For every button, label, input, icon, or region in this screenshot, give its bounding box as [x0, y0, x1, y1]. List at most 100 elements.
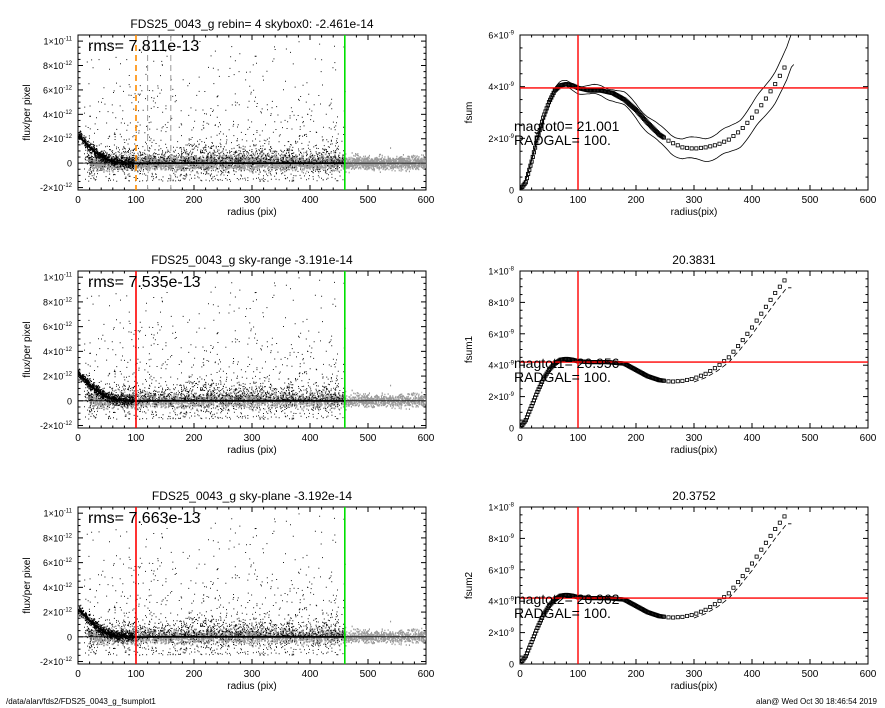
- magtot-label: magtot1= 20.956: [514, 355, 620, 371]
- data-marker: [675, 143, 680, 148]
- data-marker: [689, 146, 694, 151]
- data-marker: [777, 73, 782, 78]
- x-tick-label: 400: [302, 669, 319, 680]
- data-marker: [527, 167, 532, 172]
- data-marker: [740, 574, 745, 579]
- y-tick-label: 1×10-11: [43, 37, 72, 47]
- data-marker: [685, 145, 690, 150]
- y-tick-label: -2×10-12: [40, 183, 73, 193]
- y-axis-label: fsum: [464, 102, 475, 124]
- y-tick-label: 8×10-9: [488, 298, 514, 308]
- scatter-points: [78, 41, 426, 182]
- y-tick-label: 8×10-9: [488, 534, 514, 544]
- x-tick-label: 0: [517, 669, 523, 680]
- data-marker: [680, 614, 685, 619]
- y-tick-label: 4×10-9: [488, 597, 514, 607]
- data-marker: [717, 362, 722, 367]
- x-tick-label: 0: [517, 195, 523, 206]
- data-marker: [754, 554, 759, 559]
- data-marker: [671, 141, 676, 146]
- data-marker: [661, 614, 666, 619]
- data-marker: [533, 145, 538, 150]
- data-marker: [529, 159, 534, 164]
- y-tick-label: 1×10-8: [488, 503, 514, 513]
- y-axis-label: fsum2: [464, 571, 475, 599]
- y-tick-label: 4×10-9: [488, 361, 514, 371]
- magtot-label: magtot2= 20.962: [514, 591, 620, 607]
- data-marker: [722, 139, 727, 144]
- data-marker: [782, 278, 787, 283]
- data-marker: [750, 115, 755, 120]
- model-curve: [693, 287, 792, 383]
- data-marker: [708, 605, 713, 610]
- x-tick-label: 600: [860, 433, 877, 444]
- data-marker: [745, 120, 750, 125]
- x-tick-label: 500: [360, 669, 377, 680]
- data-marker: [537, 128, 542, 133]
- y-tick-label: 8×10-12: [43, 61, 73, 71]
- data-marker: [777, 520, 782, 525]
- data-marker: [666, 379, 671, 384]
- model-curve: [693, 523, 792, 619]
- x-tick-label: 600: [418, 433, 435, 444]
- y-tick-label: 1×10-11: [43, 273, 72, 283]
- x-tick-label: 200: [186, 433, 203, 444]
- data-marker: [524, 176, 530, 181]
- x-axis-label: radius (pix): [227, 445, 276, 456]
- data-marker: [661, 378, 666, 383]
- data-marker: [675, 615, 680, 620]
- chart-p3: 0 100 200 300 400 500 600 0 2×10-9 4×10-9 6×10-9 ra…: [464, 31, 877, 219]
- data-marker: [759, 103, 764, 108]
- footer-timestamp: alan@ Wed Oct 30 18:46:54 2019: [756, 697, 877, 706]
- y-tick-label: -2×10-12: [40, 421, 73, 431]
- chart-title: FDS25_0043_g sky-plane -3.192e-14: [152, 489, 352, 503]
- data-marker: [538, 123, 543, 128]
- y-tick-label: 2×10-9: [488, 392, 514, 402]
- y-tick-label: 8×10-12: [43, 297, 73, 307]
- y-tick-label: 2×10-12: [43, 608, 73, 618]
- data-marker: [661, 135, 666, 140]
- data-marker: [736, 344, 741, 349]
- chart-p0: 0 100 200 300 400 500 600-2×10-1202×10-124×10-…: [22, 17, 435, 218]
- data-marker: [703, 607, 708, 612]
- data-marker: [712, 143, 717, 148]
- chart-title: 20.3752: [672, 489, 716, 503]
- data-marker: [759, 311, 764, 316]
- x-tick-label: 100: [570, 433, 587, 444]
- data-marker: [763, 540, 768, 545]
- y-tick-label: 4×10-9: [488, 82, 514, 92]
- y-tick-label: 0: [509, 424, 514, 434]
- data-marker: [539, 119, 545, 124]
- y-tick-label: 6×10-9: [488, 31, 514, 41]
- x-tick-label: 0: [75, 195, 81, 206]
- y-tick-label: 6×10-9: [488, 329, 514, 339]
- chart-title: FDS25_0043_g sky-range -3.191e-14: [151, 253, 353, 267]
- data-marker: [750, 325, 755, 330]
- data-marker: [689, 377, 694, 382]
- x-tick-label: 600: [860, 669, 877, 680]
- curve-group: [520, 35, 795, 190]
- data-marker: [731, 134, 736, 139]
- plot-frame: [519, 506, 869, 665]
- y-tick-label: 6×10-12: [43, 85, 73, 95]
- data-marker: [666, 615, 671, 620]
- data-marker: [685, 613, 690, 618]
- x-tick-label: 300: [244, 669, 261, 680]
- x-tick-label: 600: [418, 669, 435, 680]
- y-tick-label: 4×10-12: [43, 583, 73, 593]
- data-marker: [773, 82, 778, 87]
- x-tick-label: 100: [570, 195, 587, 206]
- data-marker: [726, 591, 731, 596]
- data-marker: [698, 609, 703, 614]
- data-marker: [536, 132, 541, 137]
- y-tick-label: 2×10-9: [488, 134, 514, 144]
- x-tick-label: 500: [360, 433, 377, 444]
- chart-p1: 0 100 200 300 400 500 600-2×10-1202×10-124×10-…: [22, 253, 435, 456]
- data-marker: [531, 150, 536, 155]
- x-tick-label: 100: [128, 669, 145, 680]
- data-marker: [666, 138, 671, 143]
- data-marker: [750, 561, 755, 566]
- data-marker: [754, 109, 759, 114]
- plot-frame: [519, 270, 869, 429]
